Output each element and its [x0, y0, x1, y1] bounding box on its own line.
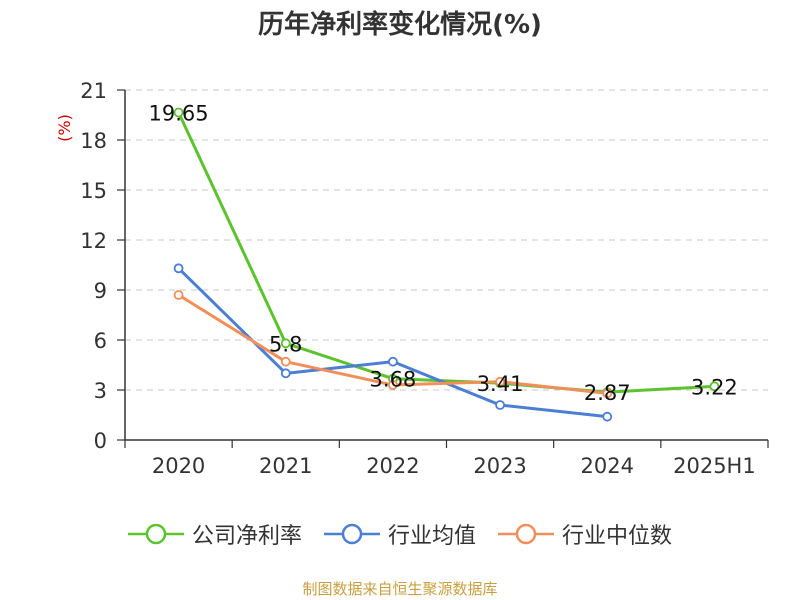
- data-point: [280, 338, 291, 349]
- x-tick-label: 2025H1: [673, 454, 756, 478]
- axes: 0 3 6 9 12 15 18 21 2020 2021 2022 2023 2024 2025H1 (%…: [55, 79, 769, 478]
- data-point: [602, 411, 613, 422]
- source-note: 制图数据来自恒生聚源数据库: [302, 580, 498, 598]
- y-tick-label: 3: [94, 379, 107, 403]
- legend-swatch-icon: [498, 523, 554, 545]
- legend-swatch-icon: [127, 523, 184, 545]
- y-tick-label: 6: [94, 329, 107, 353]
- legend-item: 行业中位数: [498, 518, 672, 550]
- series-line: [177, 267, 608, 419]
- grid-lines: [125, 89, 768, 391]
- y-tick-label: 12: [80, 229, 107, 253]
- x-tick-label: 2021: [259, 454, 312, 478]
- data-point: [280, 368, 291, 379]
- data-point: [280, 356, 291, 367]
- data-label: 19.65: [149, 102, 209, 126]
- x-tick-label: 2024: [581, 454, 634, 478]
- chart-title: 历年净利率变化情况(%): [258, 10, 542, 40]
- legend: 公司净利率 行业均值 行业中位数: [0, 518, 800, 550]
- data-point: [173, 263, 184, 274]
- data-labels: 19.65 5.8 3.68 3.41 2.87 3.22: [149, 102, 738, 406]
- y-axis-label: (%): [55, 114, 74, 142]
- data-label: 3.22: [691, 375, 738, 399]
- y-tick-label: 21: [80, 79, 107, 103]
- y-tick-label: 15: [80, 179, 107, 203]
- y-tick-label: 9: [94, 279, 107, 303]
- data-point: [495, 400, 505, 410]
- y-tick-label: 18: [80, 129, 107, 153]
- data-point: [173, 290, 184, 300]
- series-line: [177, 111, 715, 394]
- data-point: [388, 356, 398, 367]
- x-tick-label: 2020: [152, 454, 205, 478]
- data-point: [388, 380, 398, 390]
- legend-label: 行业中位数: [562, 524, 673, 549]
- legend-item: 行业均值: [323, 518, 476, 550]
- legend-swatch-icon: [323, 523, 380, 545]
- x-tick-label: 2022: [366, 454, 419, 478]
- legend-item: 公司净利率: [127, 518, 302, 550]
- data-label: 3.41: [477, 372, 524, 396]
- data-label: 5.8: [269, 332, 302, 356]
- data-point: [495, 376, 505, 387]
- series-lines: [173, 107, 720, 422]
- x-tick-label: 2023: [473, 454, 526, 478]
- data-label: 2.87: [584, 381, 631, 405]
- data-point: [602, 388, 613, 399]
- legend-label: 行业均值: [387, 524, 476, 549]
- data-point: [709, 381, 720, 392]
- data-point: [173, 107, 184, 118]
- y-tick-label: 0: [94, 429, 107, 453]
- legend-label: 公司净利率: [191, 524, 302, 549]
- data-label: 3.68: [370, 368, 417, 392]
